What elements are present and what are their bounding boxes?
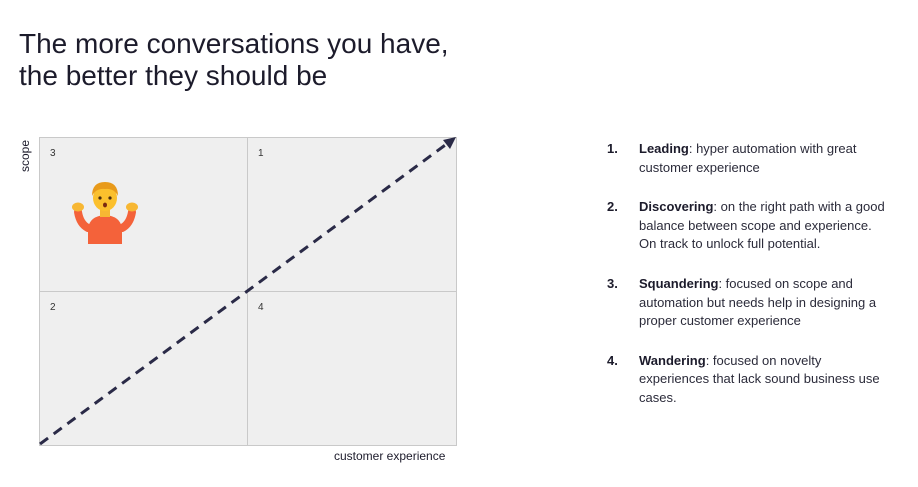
quadrant-number-3: 3 [50, 148, 56, 159]
legend-number: 3. [607, 275, 618, 291]
legend-item-squandering: 3. Squandering: focused on scope and aut… [607, 275, 892, 331]
shrugging-person-emoji [72, 182, 138, 244]
legend-description: : hyper automation with great customer e… [639, 141, 857, 175]
quadrant-bottom-right: 4 [247, 291, 457, 446]
legend-term: Wandering [639, 352, 706, 368]
quadrant-bottom-left: 2 [39, 291, 248, 446]
legend-number: 1. [607, 141, 618, 156]
legend-number: 2. [607, 199, 618, 215]
quadrant-number-4: 4 [258, 302, 264, 313]
y-axis-label: scope [18, 139, 32, 172]
page-title: The more conversations you have, the bet… [19, 28, 449, 92]
title-line-1: The more conversations you have, [19, 28, 449, 59]
title-line-2: the better they should be [19, 60, 328, 91]
legend-number: 4. [607, 352, 618, 368]
legend-item-leading: 1. Leading: hyper automation with great … [607, 140, 892, 177]
legend-term: Squandering [639, 275, 719, 291]
legend-term: Leading [639, 141, 689, 156]
legend-description: : focused on novelty experiences that la… [639, 352, 880, 405]
quadrant-number-1: 1 [258, 148, 264, 159]
legend-description: : focused on scope and automation but ne… [639, 275, 877, 329]
quadrant-top-right: 1 [247, 137, 457, 292]
x-axis-label: customer experience [334, 449, 446, 463]
legend-description: : on the right path with a good balance … [639, 199, 885, 252]
quadrant-number-2: 2 [50, 302, 56, 313]
legend-item-discovering: 2. Discovering: on the right path with a… [607, 198, 892, 254]
quadrant-legend-list: 1. Leading: hyper automation with great … [607, 140, 892, 408]
legend-term: Discovering [639, 199, 714, 215]
legend-item-wandering: 4. Wandering: focused on novelty experie… [607, 352, 892, 408]
